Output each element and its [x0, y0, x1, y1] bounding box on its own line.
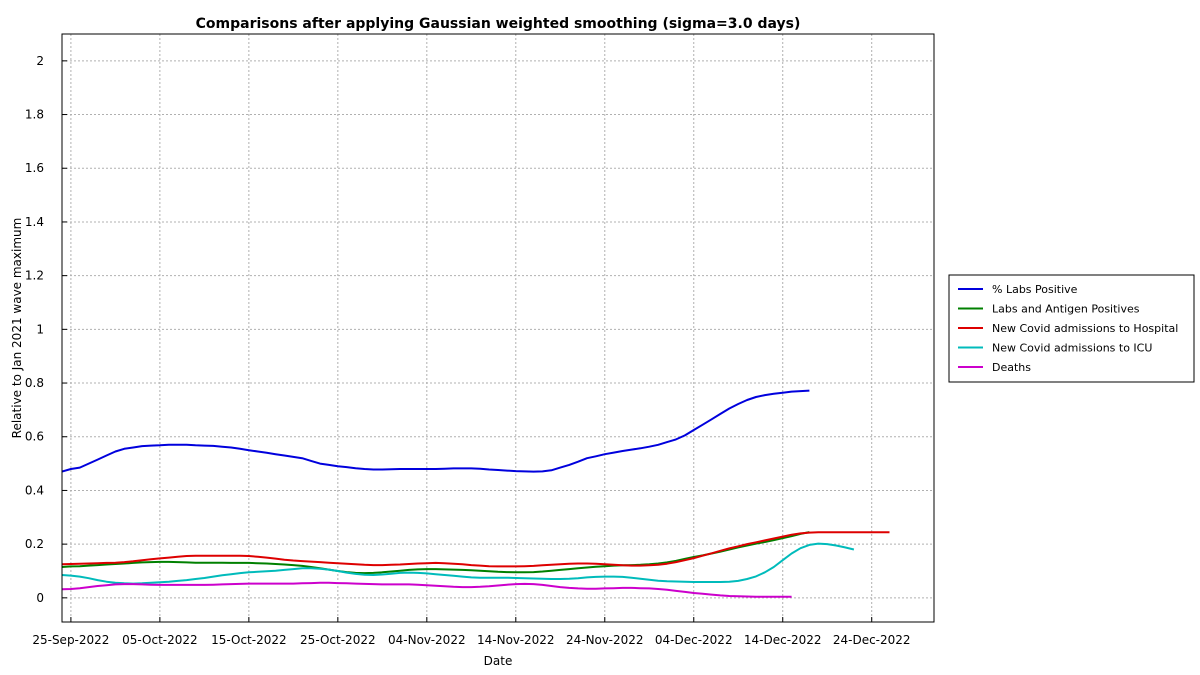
- x-tick-label: 15-Oct-2022: [211, 633, 287, 647]
- chart-title: Comparisons after applying Gaussian weig…: [196, 16, 801, 32]
- y-tick-label: 1: [36, 322, 44, 336]
- series-line: [61, 581, 792, 598]
- y-tick-label: 0.4: [25, 483, 44, 497]
- y-tick-label: 1.8: [25, 108, 44, 122]
- y-axis-label: Relative to Jan 2021 wave maximum: [10, 218, 24, 439]
- x-tick-label: 24-Dec-2022: [833, 633, 911, 647]
- x-tick-label: 14-Dec-2022: [744, 633, 822, 647]
- y-axis-ticks: 0 0.2 0.4 0.6 0.8 1 1.2 1.4 1.6 1.8 2: [25, 54, 67, 605]
- series-lines: [61, 389, 890, 598]
- plot-frame: [61, 33, 935, 623]
- x-tick-label: 25-Oct-2022: [300, 633, 376, 647]
- x-tick-label: 25-Sep-2022: [32, 633, 109, 647]
- y-tick-label: 0.2: [25, 537, 44, 551]
- legend-label: % Labs Positive: [992, 283, 1078, 296]
- legend-label: New Covid admissions to Hospital: [992, 322, 1178, 335]
- legend-label: New Covid admissions to ICU: [992, 342, 1152, 355]
- x-tick-label: 05-Oct-2022: [122, 633, 198, 647]
- x-axis-ticks: 25-Sep-2022 05-Oct-2022 15-Oct-2022 25-Oct-…: [32, 617, 911, 647]
- legend-label: Deaths: [992, 361, 1031, 374]
- y-tick-label: 2: [36, 54, 44, 68]
- legend-box: [948, 274, 1195, 383]
- y-tick-label: 0.8: [25, 376, 44, 390]
- legend-label: Labs and Antigen Positives: [992, 303, 1140, 316]
- x-tick-label: 04-Nov-2022: [388, 633, 466, 647]
- legend: % Labs Positive Labs and Antigen Positive…: [948, 274, 1195, 383]
- x-tick-label: 14-Nov-2022: [477, 633, 555, 647]
- y-tick-label: 0: [36, 591, 44, 605]
- series-line: [61, 531, 890, 568]
- y-tick-label: 1.6: [25, 161, 44, 175]
- series-line: [61, 531, 810, 575]
- series-line: [61, 389, 810, 473]
- y-tick-label: 1.4: [25, 215, 44, 229]
- x-tick-label: 24-Nov-2022: [566, 633, 644, 647]
- y-tick-label: 0.6: [25, 430, 44, 444]
- x-tick-label: 04-Dec-2022: [655, 633, 733, 647]
- grid-lines: [62, 34, 934, 622]
- series-line: [61, 542, 855, 585]
- x-axis-label: Date: [484, 654, 513, 668]
- y-tick-label: 1.2: [25, 269, 44, 283]
